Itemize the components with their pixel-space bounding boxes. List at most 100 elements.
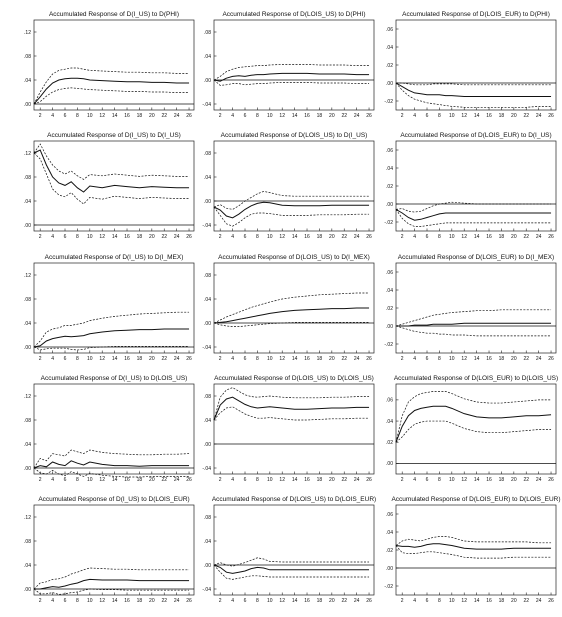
lower-band-line	[33, 588, 190, 595]
x-tick-label: 20	[511, 477, 517, 483]
upper-band-line	[395, 201, 552, 213]
x-tick-label: 4	[51, 113, 54, 119]
x-tick-label: 20	[329, 113, 335, 119]
x-tick-label: 18	[137, 234, 143, 240]
x-tick-label: 10	[267, 234, 273, 240]
x-tick-label: 22	[523, 477, 529, 483]
x-tick-label: 10	[449, 356, 455, 362]
x-tick-label: 26	[366, 234, 372, 240]
y-tick-label: .04	[386, 530, 393, 536]
panel-title: Accumulated Response of D(I_US) to D(LOI…	[41, 375, 188, 382]
y-tick-label: .04	[386, 45, 393, 51]
x-tick-label: 20	[329, 234, 335, 240]
x-tick-label: 14	[474, 234, 480, 240]
x-tick-label: 14	[292, 477, 298, 483]
x-tick-label: 14	[474, 356, 480, 362]
x-tick-label: 16	[486, 234, 492, 240]
x-tick-label: 6	[64, 356, 67, 362]
x-tick-label: 14	[112, 477, 118, 483]
x-tick-label: 12	[279, 356, 285, 362]
panel-title: Accumulated Response of D(I_US) to D(I_U…	[47, 132, 181, 139]
y-tick-label: .08	[204, 394, 211, 400]
y-tick-label: .08	[24, 539, 31, 545]
y-tick-label: .02	[386, 63, 393, 69]
x-tick-label: 18	[499, 477, 505, 483]
upper-band-line	[213, 557, 370, 567]
y-tick-label: .00	[24, 466, 31, 472]
y-tick-label: -.04	[202, 587, 211, 593]
x-tick-label: 20	[511, 113, 517, 119]
x-tick-label: 22	[161, 113, 167, 119]
y-tick-label: .06	[386, 148, 393, 154]
x-tick-label: 10	[267, 598, 273, 604]
irf-panel-9: Accumulated Response of D(LOIS_EUR) to D…	[384, 254, 557, 362]
y-tick-label: .04	[24, 442, 31, 448]
x-tick-label: 2	[401, 234, 404, 240]
x-tick-label: 6	[244, 113, 247, 119]
x-tick-label: 4	[231, 598, 234, 604]
upper-band-line	[396, 82, 552, 86]
x-tick-label: 20	[511, 356, 517, 362]
x-tick-label: 26	[186, 356, 192, 362]
x-tick-label: 6	[244, 234, 247, 240]
panel-title: Accumulated Response of D(LOIS_EUR) to D…	[398, 254, 554, 261]
x-tick-label: 16	[486, 113, 492, 119]
x-tick-label: 26	[548, 113, 554, 119]
x-tick-label: 14	[474, 598, 480, 604]
response-line	[395, 82, 552, 97]
x-tick-label: 4	[231, 234, 234, 240]
y-tick-label: .12	[24, 394, 31, 400]
y-tick-label: .12	[24, 273, 31, 279]
x-tick-label: 10	[449, 477, 455, 483]
x-tick-label: 4	[51, 598, 54, 604]
x-tick-label: 12	[279, 234, 285, 240]
irf-panel-13: Accumulated Response of D(I_US) to D(LOI…	[24, 496, 195, 604]
plot-frame	[213, 262, 375, 354]
irf-panel-3: Accumulated Response of D(LOIS_EUR) to D…	[384, 11, 557, 119]
y-tick-label: .08	[204, 30, 211, 36]
x-tick-label: 26	[186, 234, 192, 240]
y-tick-label: .00	[24, 587, 31, 593]
x-tick-label: 18	[499, 598, 505, 604]
response-line	[213, 396, 370, 421]
x-tick-label: 26	[366, 477, 372, 483]
x-tick-label: 2	[401, 356, 404, 362]
x-tick-label: 14	[474, 477, 480, 483]
y-tick-label: -.04	[202, 223, 211, 229]
x-tick-label: 14	[112, 234, 118, 240]
x-tick-label: 22	[341, 356, 347, 362]
response-line	[213, 72, 370, 82]
x-tick-label: 10	[267, 113, 273, 119]
x-tick-label: 22	[161, 234, 167, 240]
x-tick-label: 16	[486, 477, 492, 483]
x-tick-label: 6	[426, 598, 429, 604]
plot-frame	[213, 140, 375, 232]
x-tick-label: 26	[548, 356, 554, 362]
x-tick-label: 18	[499, 113, 505, 119]
y-tick-label: .02	[386, 440, 393, 446]
x-tick-label: 4	[413, 234, 416, 240]
upper-band-line	[213, 64, 370, 81]
y-tick-label: .04	[204, 539, 211, 545]
x-tick-label: 12	[99, 598, 105, 604]
x-tick-label: 22	[523, 113, 529, 119]
upper-band-line	[213, 191, 370, 210]
x-tick-label: 24	[174, 113, 180, 119]
response-line	[395, 208, 552, 221]
x-tick-label: 22	[161, 598, 167, 604]
panel-title: Accumulated Response of D(LOIS_EUR) to D…	[400, 132, 551, 139]
y-tick-label: .04	[204, 175, 211, 181]
x-tick-label: 6	[244, 356, 247, 362]
x-tick-label: 8	[438, 477, 441, 483]
irf-panel-6: Accumulated Response of D(LOIS_EUR) to D…	[384, 132, 557, 240]
x-tick-label: 8	[76, 113, 79, 119]
x-tick-label: 12	[461, 356, 467, 362]
irf-panel-10: Accumulated Response of D(I_US) to D(LOI…	[24, 375, 195, 483]
x-tick-label: 10	[87, 598, 93, 604]
x-tick-label: 22	[523, 356, 529, 362]
x-tick-label: 22	[341, 113, 347, 119]
x-tick-label: 8	[76, 598, 79, 604]
y-tick-label: .04	[24, 563, 31, 569]
x-tick-label: 16	[304, 598, 310, 604]
y-tick-label: .12	[24, 151, 31, 157]
